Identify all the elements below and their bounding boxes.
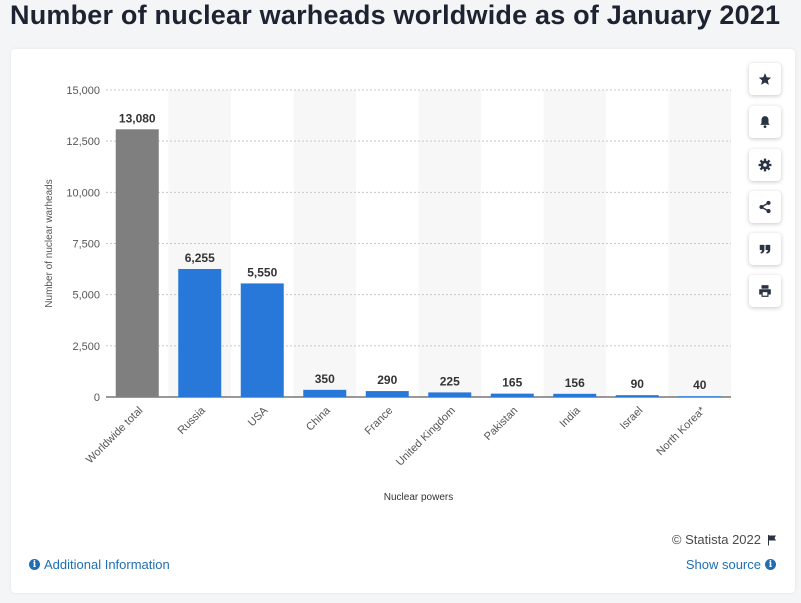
y-tick-label: 2,500 — [72, 341, 100, 353]
x-tick-label: India — [558, 404, 584, 430]
page-title: Number of nuclear warheads worldwide as … — [10, 0, 781, 30]
additional-information-link[interactable]: i Additional Information — [29, 557, 170, 572]
notification-button[interactable] — [749, 106, 781, 138]
bar — [678, 396, 722, 397]
show-source-link[interactable]: Show source i — [686, 557, 776, 572]
info-icon: i — [29, 559, 40, 570]
y-tick-label: 15,000 — [66, 85, 100, 97]
y-tick-label: 0 — [94, 392, 100, 404]
x-tick-label: China — [304, 404, 333, 433]
gear-icon — [758, 158, 772, 172]
show-source-label: Show source — [685, 557, 761, 572]
share-icon — [759, 200, 771, 214]
x-tick-label: Russia — [176, 404, 209, 437]
bell-icon — [760, 116, 770, 129]
copyright-text: © Statista 2022 — [671, 532, 761, 547]
info-icon: i — [765, 559, 776, 570]
bar — [615, 395, 659, 397]
bar-chart: 0 2,500 5,000 7,500 10,000 12,500 15,000 13,080… — [44, 85, 731, 503]
x-axis-title: Nuclear powers — [384, 492, 453, 503]
data-label: 13,080 — [119, 111, 156, 125]
copyright-notice: © Statista 2022 — [672, 532, 778, 547]
share-button[interactable] — [749, 191, 781, 223]
x-tick-label: Israel — [618, 405, 646, 433]
data-label: 350 — [315, 372, 335, 386]
settings-button[interactable] — [749, 149, 781, 181]
favorite-button[interactable] — [749, 63, 781, 95]
data-label: 5,550 — [247, 265, 277, 279]
x-tick-label: Worldwide total — [84, 405, 146, 467]
flag-icon[interactable] — [766, 534, 778, 546]
y-tick-label: 7,500 — [72, 239, 100, 251]
bar — [428, 392, 472, 397]
cite-button[interactable] — [749, 233, 781, 265]
data-label: 40 — [693, 378, 707, 392]
bar — [115, 129, 159, 397]
print-icon — [759, 285, 771, 297]
x-tick-label: USA — [246, 404, 271, 429]
x-tick-label: Pakistan — [482, 405, 520, 443]
x-tick-label: United Kingdom — [394, 405, 458, 469]
data-label: 290 — [377, 373, 397, 387]
data-label: 165 — [502, 376, 522, 390]
bar — [365, 391, 409, 397]
data-label: 6,255 — [185, 251, 215, 265]
bar — [490, 393, 534, 397]
y-tick-label: 12,500 — [66, 136, 100, 148]
data-label: 225 — [440, 374, 460, 388]
y-tick-label: 10,000 — [66, 187, 100, 199]
additional-information-label: Additional Information — [44, 557, 170, 572]
x-tick-label: France — [363, 405, 396, 438]
y-tick-label: 5,000 — [72, 290, 100, 302]
print-button[interactable] — [749, 275, 781, 307]
bar — [553, 393, 597, 397]
bar — [178, 268, 222, 397]
quote-icon — [759, 244, 771, 254]
data-label: 156 — [565, 376, 585, 390]
data-label: 90 — [631, 377, 645, 391]
star-icon — [758, 73, 772, 85]
bar — [303, 389, 347, 397]
chart-card: 0 2,500 5,000 7,500 10,000 12,500 15,000 13,080… — [11, 49, 795, 593]
bar — [240, 283, 284, 397]
x-tick-label: North Korea* — [654, 404, 708, 458]
y-axis-title: Number of nuclear warheads — [44, 179, 55, 307]
